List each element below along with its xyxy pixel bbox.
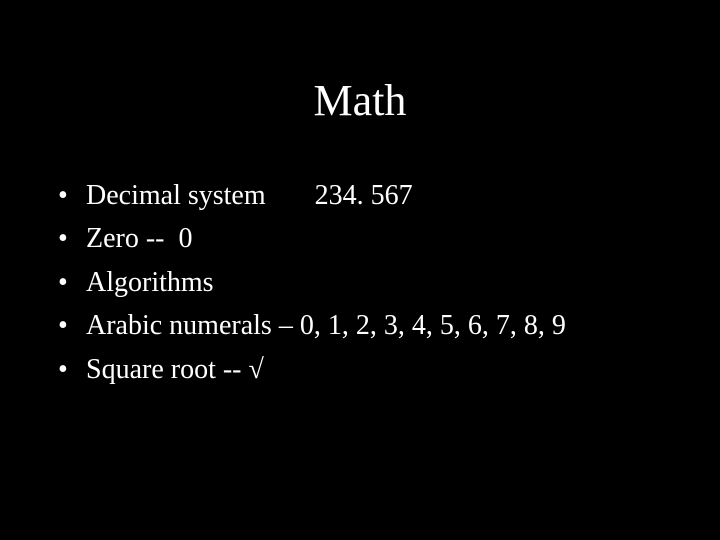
bullet-text: Square root -- √ — [86, 348, 264, 391]
bullet-text: Algorithms — [86, 261, 214, 304]
slide-container: Math • Decimal system 234. 567 • Zero --… — [0, 0, 720, 540]
list-item: • Algorithms — [58, 261, 720, 304]
bullet-icon: • — [58, 261, 86, 304]
list-item: • Decimal system 234. 567 — [58, 174, 720, 217]
bullet-text: Zero -- 0 — [86, 217, 193, 260]
bullet-icon: • — [58, 304, 86, 347]
list-item: • Arabic numerals – 0, 1, 2, 3, 4, 5, 6,… — [58, 304, 720, 347]
bullet-text: Decimal system 234. 567 — [86, 174, 413, 217]
list-item: • Square root -- √ — [58, 348, 720, 391]
bullet-text: Arabic numerals – 0, 1, 2, 3, 4, 5, 6, 7… — [86, 304, 566, 347]
bullet-list: • Decimal system 234. 567 • Zero -- 0 • … — [0, 174, 720, 391]
slide-title: Math — [0, 75, 720, 126]
list-item: • Zero -- 0 — [58, 217, 720, 260]
bullet-icon: • — [58, 174, 86, 217]
bullet-icon: • — [58, 348, 86, 391]
bullet-icon: • — [58, 217, 86, 260]
